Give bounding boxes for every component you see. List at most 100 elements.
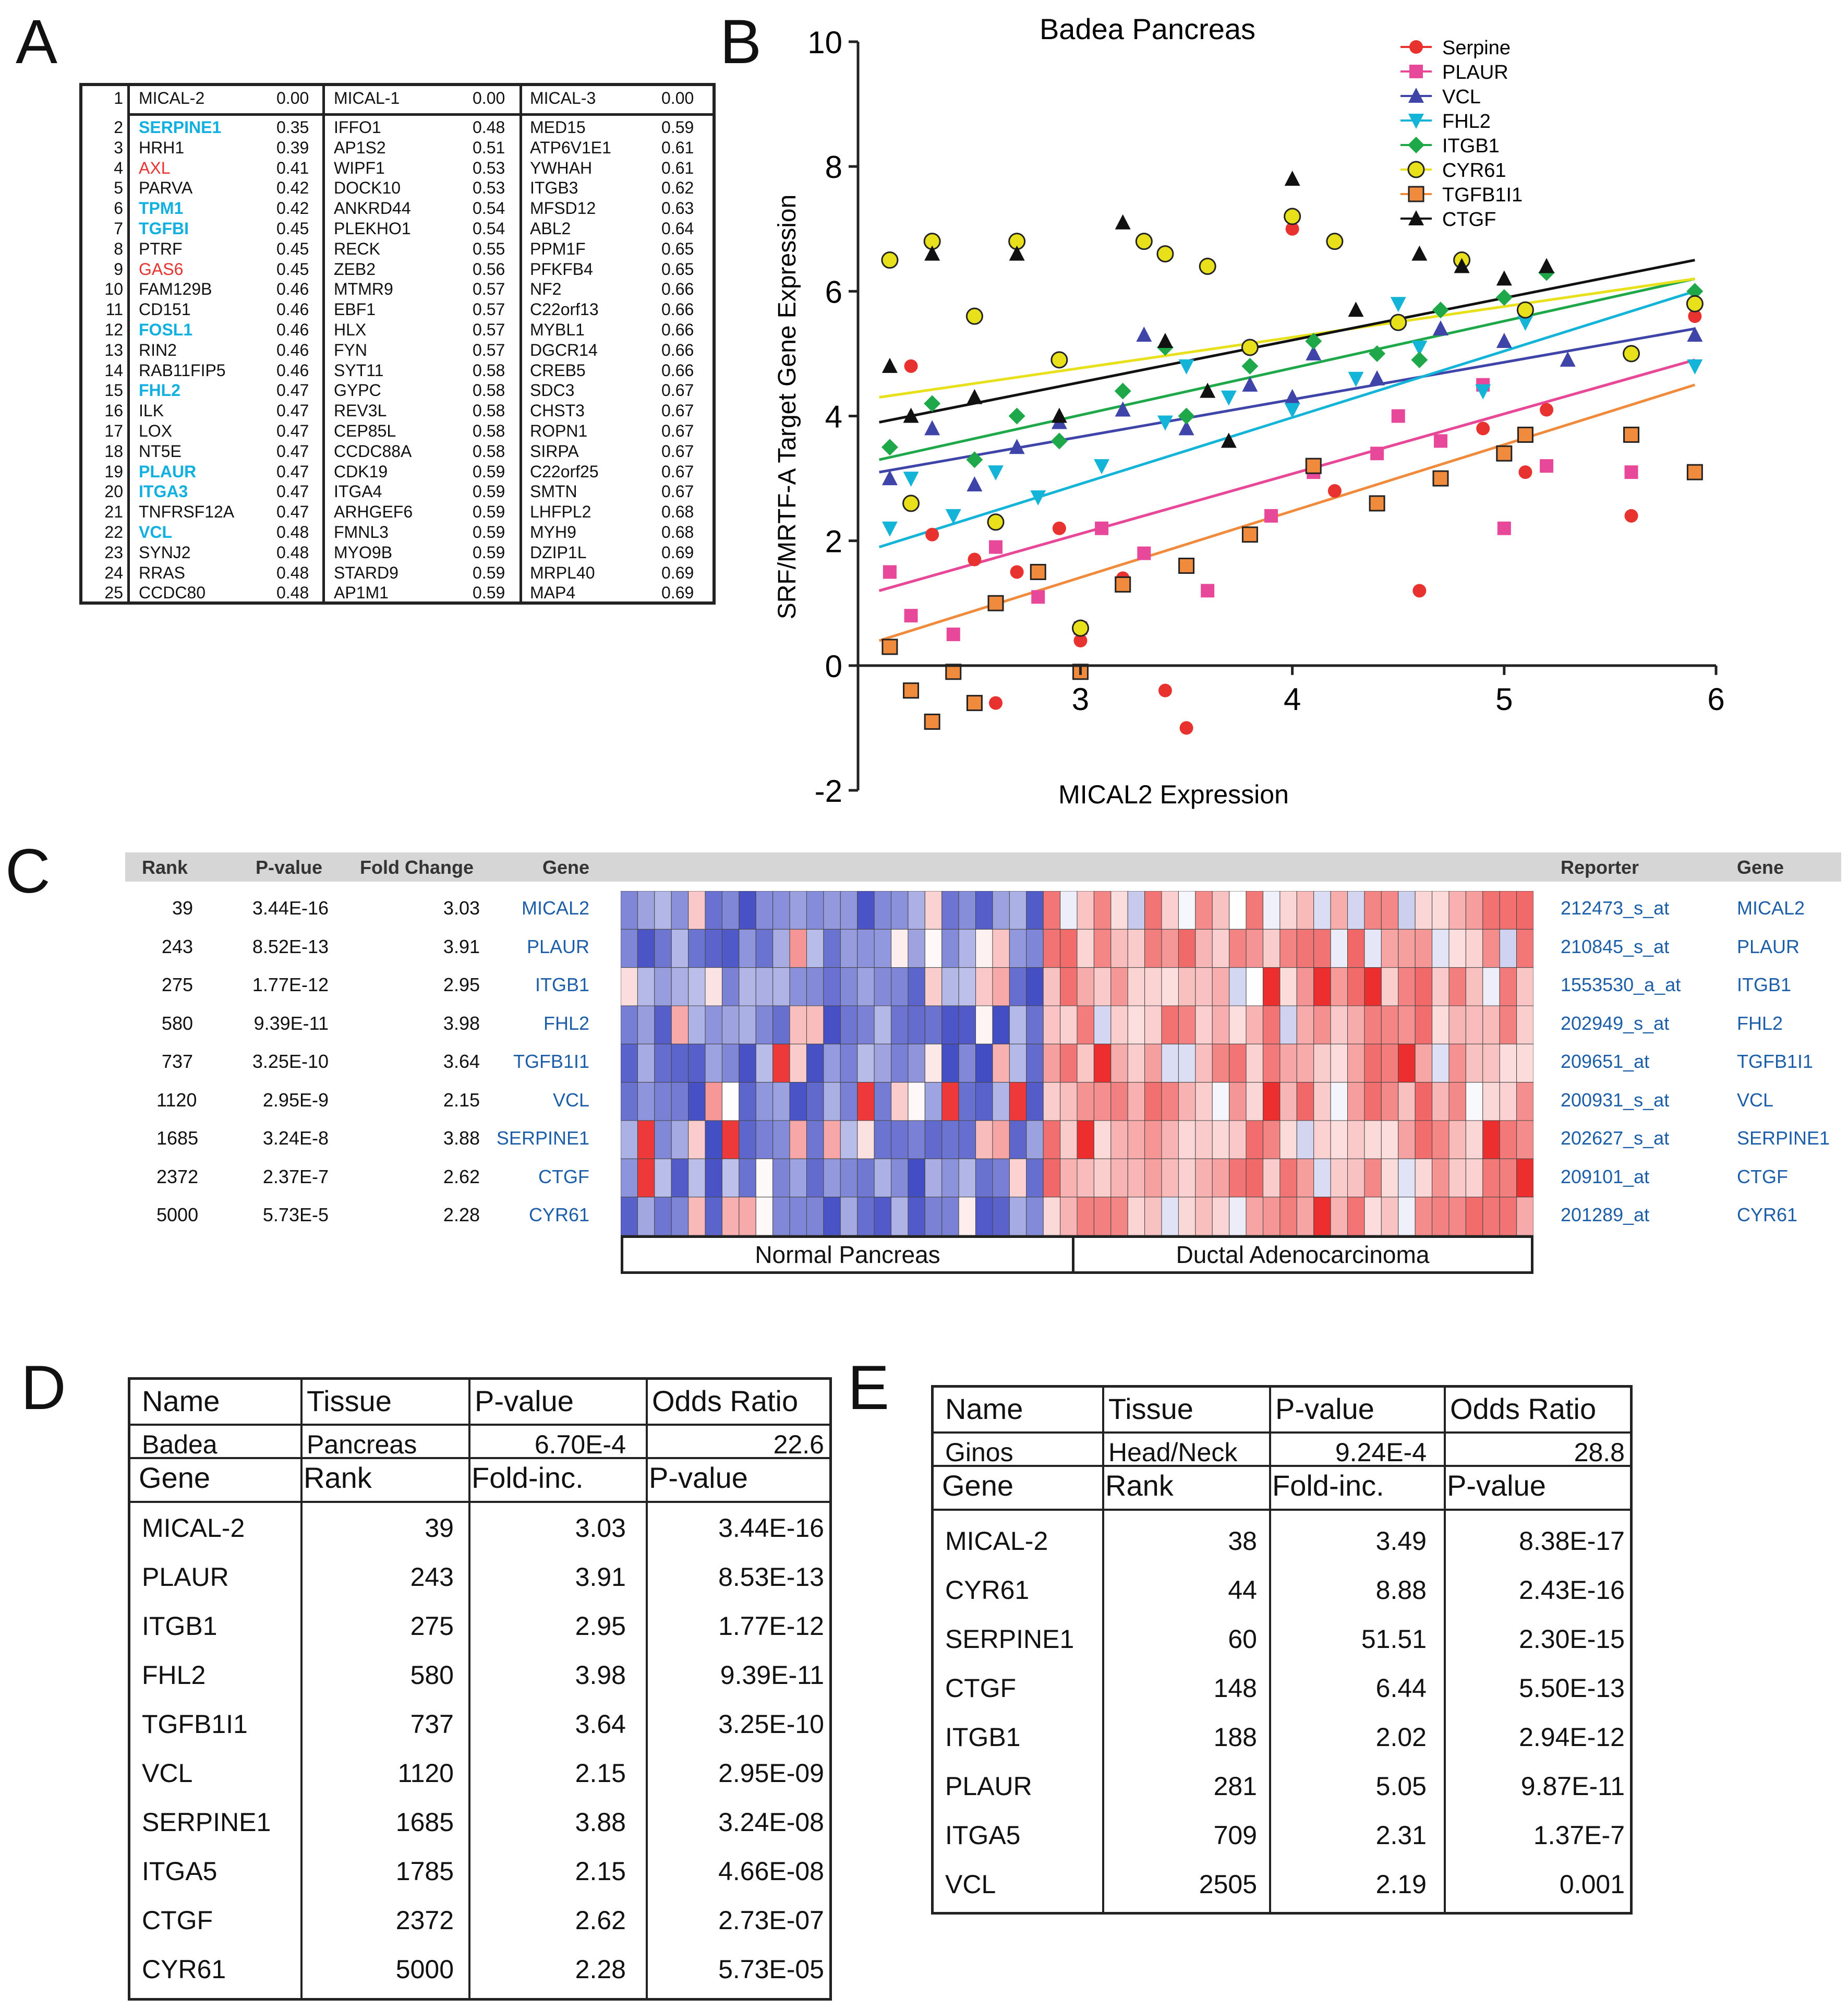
data-point-fhl2 [1284,403,1300,418]
heatmap-cell [958,1043,976,1083]
value-cell: 580 [410,1660,454,1690]
data-point-cyr61 [1199,258,1216,275]
heatmap-cell [823,1158,841,1198]
cell-gene2[interactable]: SERPINE1 [1737,1127,1830,1149]
cell-rank: 5000 [156,1204,199,1225]
cell-gene2[interactable]: FHL2 [1737,1012,1783,1034]
divider [1269,1388,1271,1508]
heatmap-cell [671,1158,689,1198]
header-cell: P-value [475,1385,574,1417]
gene-cell: CTGF [142,1906,213,1935]
cell-gene2[interactable]: MICAL2 [1737,897,1805,919]
subheader-cell: Rank [1105,1469,1174,1502]
heatmap-cell [806,1158,824,1198]
heatmap-cell [1465,1005,1483,1044]
value-cell: 0.47 [276,441,309,461]
cell-reporter[interactable]: 209101_at [1561,1165,1650,1187]
data-point-plaur [1031,590,1045,604]
cell-reporter[interactable]: 210845_s_at [1561,935,1670,957]
value-cell: 1685 [395,1808,454,1837]
cell-gene[interactable]: MICAL2 [521,897,589,919]
heatmap-cell [1144,1043,1162,1083]
cell-gene[interactable]: FHL2 [543,1012,589,1034]
cell-gene[interactable]: CTGF [538,1165,589,1187]
cell-gene[interactable]: SERPINE1 [496,1127,589,1149]
heatmap-cell [1448,891,1466,930]
value-cell: 0.68 [661,502,694,522]
heatmap-cell [1262,1005,1281,1044]
cell-reporter[interactable]: 212473_s_at [1561,897,1670,919]
heatmap-cell [924,1082,943,1121]
gene-cell: CTGF [945,1674,1017,1703]
heatmap-cell [1195,891,1213,930]
heatmap-cell [705,1197,722,1235]
cell-gene2[interactable]: PLAUR [1737,935,1800,957]
gene-cell: PLAUR [945,1772,1032,1801]
cell-gene2[interactable]: ITGB1 [1737,974,1792,995]
gene-cell: ZEB2 [334,259,376,279]
rank-cell: 12 [104,320,123,339]
heatmap-cell [958,891,976,930]
heatmap-cell [1043,891,1061,930]
cell-gene2[interactable]: TGFB1I1 [1737,1051,1814,1072]
heatmap-cell [1296,1005,1314,1044]
table-row: 22 VCL 0.48 FMNL3 0.59 MYH9 0.68 [82,522,712,542]
data-point-ctgf [1200,382,1216,398]
cell-gene[interactable]: ITGB1 [535,974,589,995]
header-cell: Name [945,1392,1023,1425]
gene-cell: FOSL1 [139,320,193,339]
data-point-tgfb1i1 [1432,470,1449,487]
gene-cell: ITGA3 [139,482,188,501]
heatmap-cell [1262,967,1281,1006]
cell-reporter[interactable]: 1553530_a_at [1561,974,1681,995]
heatmap-cell [941,891,959,930]
fit-line-itgb1 [879,277,1695,461]
data-point-cyr61 [1326,233,1344,250]
cell-reporter[interactable]: 201289_at [1561,1204,1650,1225]
heatmap-cell [637,967,655,1006]
legend-label: VCL [1442,86,1481,108]
cell-gene2[interactable]: CTGF [1737,1165,1788,1187]
data-point-cyr61 [1284,208,1301,225]
x-tick-label: 5 [1495,682,1513,717]
heatmap-cell [975,1005,993,1044]
cell-gene[interactable]: CYR61 [528,1204,589,1225]
cell-gene2[interactable]: VCL [1737,1089,1774,1111]
cell-reporter[interactable]: 202627_s_at [1561,1127,1670,1149]
legend-label: CYR61 [1442,160,1506,182]
gene-cell: MFSD12 [530,199,596,218]
legend-label: TGFB1I1 [1442,184,1523,206]
cell-gene[interactable]: PLAUR [526,935,589,957]
heatmap-cell [1482,1197,1500,1235]
heatmap-cell [1127,891,1145,930]
heatmap-cell [1330,929,1348,968]
header-cell: Tissue [307,1385,392,1417]
value-cell: 0.53 [473,158,505,177]
heatmap-cell [1262,1120,1281,1159]
cell-rank: 243 [161,935,193,957]
cell-gene2[interactable]: CYR61 [1737,1204,1798,1225]
rank-cell: 3 [114,138,123,157]
heatmap-cell [1465,1082,1483,1121]
heatmap-cell [1178,1082,1196,1121]
cell-reporter[interactable]: 200931_s_at [1561,1089,1670,1111]
heatmap-cell [1246,1120,1263,1159]
heatmap-cell [1161,1197,1179,1235]
rank-cell: 22 [104,523,123,541]
header-cell: Name [142,1385,220,1417]
cell-reporter[interactable]: 209651_at [1561,1051,1650,1072]
heatmap-cell [958,1197,976,1235]
heatmap-cell [1161,967,1179,1006]
data-point-serpine [1476,422,1490,436]
gene-cell: PFKFB4 [530,259,593,279]
heatmap-cell [1313,929,1331,968]
heatmap-cell [739,1197,756,1235]
heatmap-cell [1432,929,1450,968]
heatmap-cell [1077,967,1094,1006]
cell-gene[interactable]: VCL [552,1089,589,1111]
data-point-tgfb1i1 [1623,426,1640,443]
cell-reporter[interactable]: 202949_s_at [1561,1012,1670,1034]
heatmap-cell [1093,1197,1112,1235]
heatmap-cell [755,967,774,1006]
cell-gene[interactable]: TGFB1I1 [513,1051,589,1072]
